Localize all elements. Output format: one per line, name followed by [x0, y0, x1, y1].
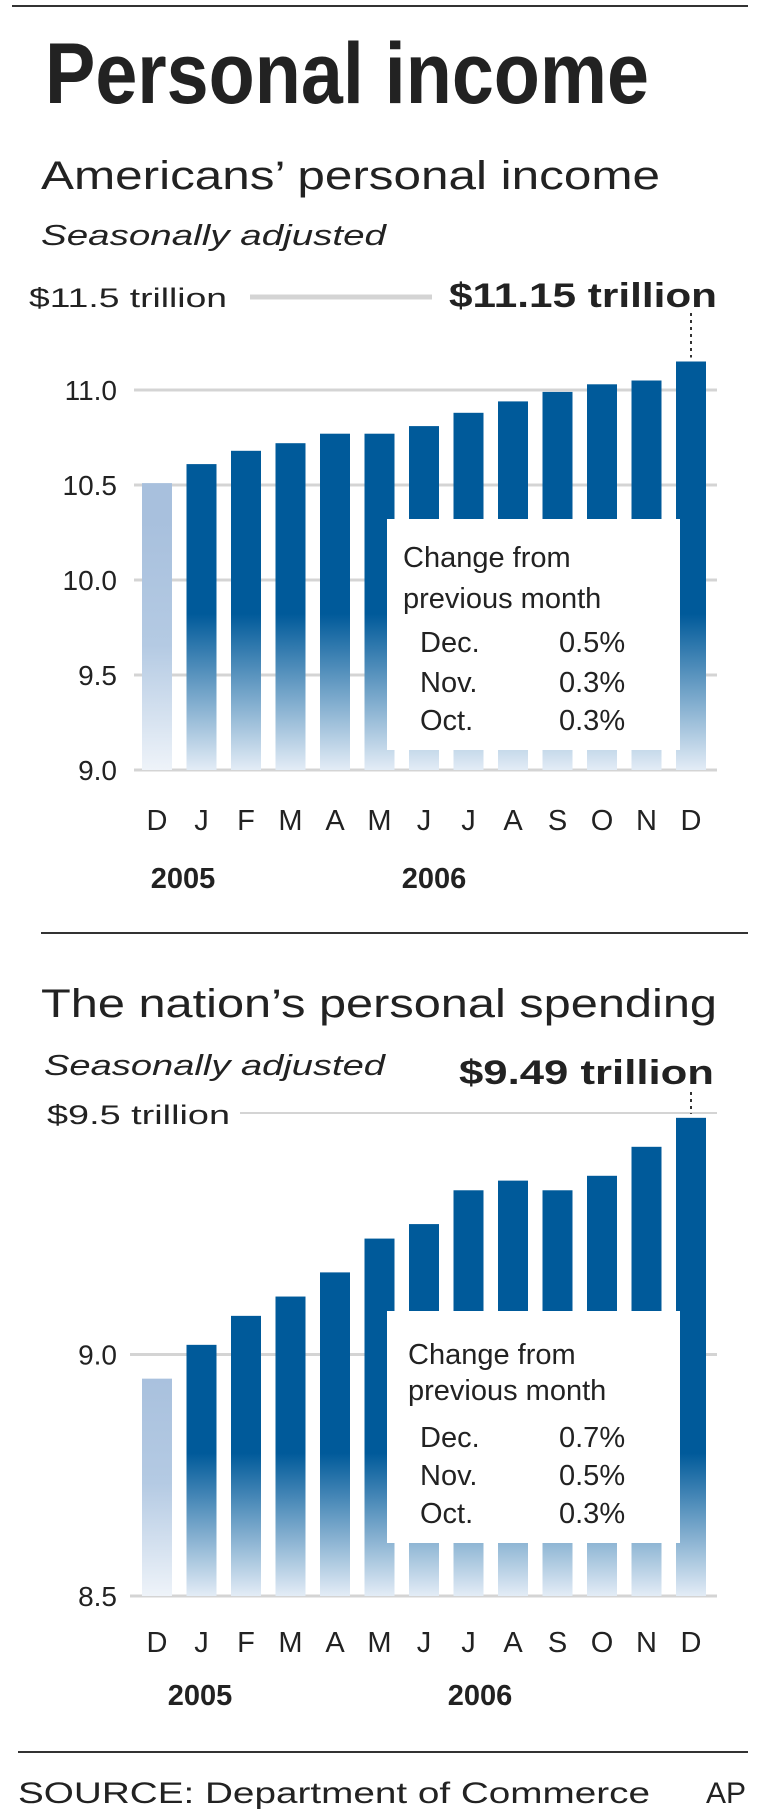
- legend-box: [387, 519, 680, 750]
- x-tick-label: A: [503, 1627, 523, 1659]
- callout-label: $9.49 trillion: [459, 1054, 714, 1092]
- legend-box: [387, 1311, 680, 1543]
- chart-subtitle: Seasonally adjusted: [41, 220, 387, 252]
- x-tick-label: J: [417, 805, 432, 837]
- year-label: 2005: [151, 863, 216, 895]
- source-note: SOURCE: Department of Commerce: [18, 1777, 650, 1810]
- bar: [275, 1296, 306, 1596]
- bar: [676, 1117, 706, 1596]
- legend-value: 0.5%: [559, 627, 625, 659]
- y-tick-label: 9.0: [78, 755, 117, 786]
- bar: [231, 450, 261, 770]
- legend-value: 0.3%: [559, 705, 625, 737]
- top-axis-label: $11.5 trillion: [29, 283, 227, 313]
- legend-value: 0.3%: [559, 1498, 625, 1530]
- legend-month: Dec.: [420, 1422, 480, 1454]
- legend-month: Nov.: [420, 1460, 477, 1492]
- x-tick-label: M: [367, 805, 391, 837]
- x-tick-label: N: [636, 1627, 657, 1659]
- x-tick-label: F: [237, 805, 255, 837]
- x-tick-label: D: [147, 805, 168, 837]
- legend-month: Nov.: [420, 667, 477, 699]
- x-tick-label: A: [325, 1627, 345, 1659]
- x-tick-label: M: [367, 1627, 391, 1659]
- bar: [231, 1315, 261, 1596]
- chart-title: Americans’ personal income: [41, 154, 660, 198]
- bar: [142, 483, 172, 770]
- x-tick-label: J: [461, 805, 476, 837]
- x-tick-label: F: [237, 1627, 255, 1659]
- bar: [142, 1378, 172, 1596]
- bar: [186, 1344, 217, 1596]
- chart-subtitle: Seasonally adjusted: [44, 1050, 386, 1082]
- legend-title: Change from: [403, 542, 571, 574]
- y-tick-label: 10.5: [63, 470, 118, 501]
- top-axis-label: $9.5 trillion: [47, 1100, 230, 1130]
- legend-title: previous month: [408, 1375, 606, 1407]
- bar: [186, 464, 217, 770]
- x-tick-label: M: [278, 1627, 302, 1659]
- x-tick-label: D: [681, 1627, 702, 1659]
- bar: [320, 1272, 350, 1596]
- y-tick-label: 9.0: [78, 1340, 117, 1371]
- bar: [676, 361, 706, 770]
- callout-label: $11.15 trillion: [449, 277, 717, 315]
- x-tick-label: M: [278, 805, 302, 837]
- legend-value: 0.3%: [559, 667, 625, 699]
- legend-month: Dec.: [420, 627, 480, 659]
- y-tick-label: 11.0: [65, 375, 117, 406]
- page-title: Personal income: [45, 26, 649, 122]
- x-tick-label: J: [417, 1627, 432, 1659]
- credit: AP: [706, 1777, 746, 1810]
- legend-value: 0.5%: [559, 1460, 625, 1492]
- year-label: 2006: [448, 1680, 513, 1712]
- x-tick-label: O: [591, 1627, 614, 1659]
- x-tick-label: J: [194, 1627, 209, 1659]
- x-tick-label: D: [147, 1627, 168, 1659]
- income-chart: Americans’ personal income Seasonally ad…: [29, 154, 717, 895]
- legend-title: Change from: [408, 1339, 576, 1371]
- x-tick-label: A: [325, 805, 345, 837]
- y-tick-label: 9.5: [78, 660, 117, 691]
- y-tick-label: 10.0: [63, 565, 118, 596]
- x-tick-label: S: [548, 1627, 567, 1659]
- legend-month: Oct.: [420, 1498, 473, 1530]
- x-tick-label: S: [548, 805, 567, 837]
- legend-value: 0.7%: [559, 1422, 625, 1454]
- x-tick-label: O: [591, 805, 614, 837]
- year-label: 2005: [168, 1680, 233, 1712]
- spending-chart: The nation’s personal spending Seasonall…: [41, 982, 717, 1712]
- y-tick-label: 8.5: [78, 1581, 117, 1612]
- bar: [320, 433, 350, 770]
- x-tick-label: J: [194, 805, 209, 837]
- year-label: 2006: [402, 863, 467, 895]
- x-tick-label: J: [461, 1627, 476, 1659]
- legend-title: previous month: [403, 583, 601, 615]
- chart-title: The nation’s personal spending: [41, 982, 717, 1026]
- legend-month: Oct.: [420, 705, 473, 737]
- x-tick-label: D: [681, 805, 702, 837]
- bar: [275, 443, 306, 770]
- x-tick-label: A: [503, 805, 523, 837]
- x-tick-label: N: [636, 805, 657, 837]
